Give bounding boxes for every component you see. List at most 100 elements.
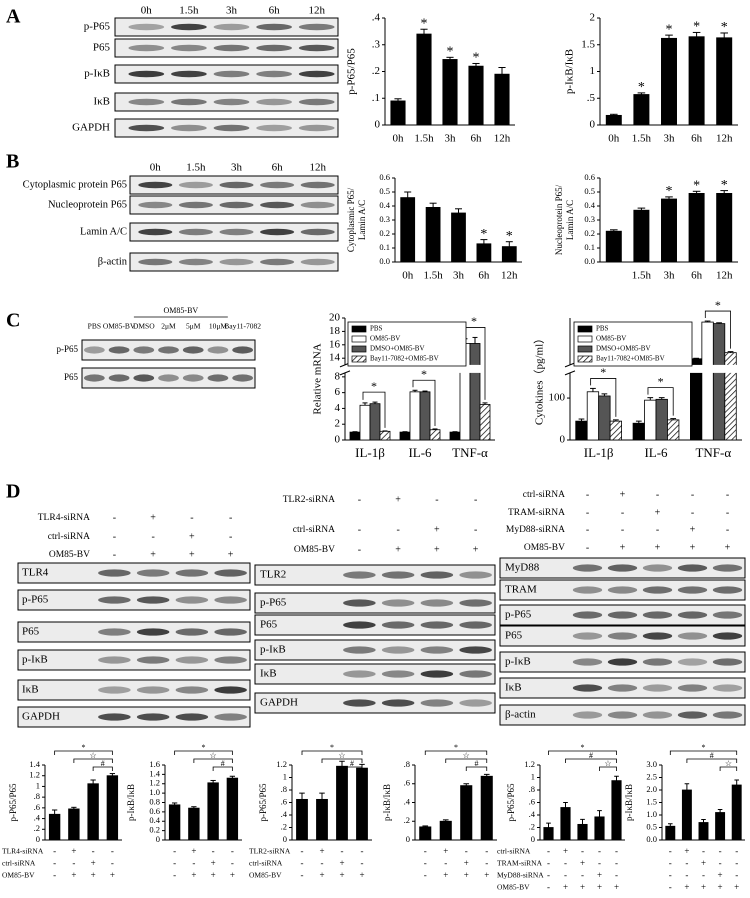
blot-band <box>98 596 131 604</box>
y-tick-label: 0.0 <box>379 256 390 266</box>
x-tick-label: 1.5h <box>414 133 434 145</box>
significance-mark: * <box>82 743 86 752</box>
significance-bracket <box>686 758 738 763</box>
bar <box>419 826 432 841</box>
condition-sign: - <box>444 858 447 868</box>
y-tick-label: .6 <box>529 796 535 806</box>
legend-label: OM85-BV <box>596 335 626 343</box>
blot-band <box>98 713 131 721</box>
y-tick-label: 0.3 <box>584 214 595 224</box>
legend-swatch <box>577 355 593 363</box>
condition-sign: - <box>111 846 114 856</box>
condition-label: ctrl-siRNA <box>523 490 565 500</box>
bar <box>226 777 239 841</box>
lane-label: 10μM <box>209 322 228 331</box>
blot-band <box>128 70 165 78</box>
condition-sign: + <box>734 882 739 892</box>
blot-band <box>459 699 492 707</box>
blot-band <box>420 646 454 654</box>
blot-band <box>136 596 170 604</box>
condition-sign: + <box>339 870 344 880</box>
significance-mark: * <box>371 379 377 393</box>
condition-sign: + <box>91 870 96 880</box>
bar <box>661 198 677 263</box>
significance-bracket <box>92 766 113 771</box>
x-tick-label: 0h <box>402 270 414 282</box>
condition-label: ctrl-siRNA <box>293 525 335 535</box>
blot-band <box>343 621 376 629</box>
bar <box>188 807 200 841</box>
significance-mark: * <box>447 45 454 60</box>
blot-strip <box>17 621 251 643</box>
significance-mark: ☆ <box>604 759 611 768</box>
significance-mark: * <box>480 227 487 242</box>
lane-label: PBS <box>88 322 101 331</box>
y-tick-label: 1 <box>590 65 596 77</box>
significance-mark: # <box>350 759 354 768</box>
legend-swatch <box>351 345 367 353</box>
condition-sign: - <box>113 549 116 560</box>
blot-band <box>219 201 254 209</box>
condition-sign: - <box>735 870 738 880</box>
significance-bracket <box>548 750 617 755</box>
y-tick-label: .2 <box>34 823 40 833</box>
y-tick-label: 14 <box>329 352 341 364</box>
y-tick-label: 1.2 <box>276 759 287 769</box>
condition-sign: + <box>690 542 696 553</box>
significance-bracket <box>445 758 488 763</box>
blot-band <box>175 628 209 636</box>
blot-band <box>182 374 204 382</box>
significance-mark: * <box>473 51 480 66</box>
blot-band <box>175 656 209 664</box>
condition-sign: + <box>563 846 568 856</box>
blot-band <box>219 228 254 236</box>
blot-row-label: TLR4 <box>22 567 49 579</box>
condition-sign: - <box>621 507 624 518</box>
blot-band <box>133 346 155 354</box>
y-tick-label: 1.0 <box>646 809 657 819</box>
x-tick-label: 3h <box>453 270 465 282</box>
condition-label: OM85-BV <box>2 871 35 880</box>
blot-band <box>98 569 131 577</box>
condition-sign: + <box>718 882 723 892</box>
blot-band <box>642 564 673 572</box>
significance-mark: * <box>693 20 700 35</box>
condition-sign: - <box>547 858 550 868</box>
bar <box>598 395 611 441</box>
blot-band <box>171 44 207 52</box>
blot-band <box>381 599 415 607</box>
condition-sign: - <box>669 846 672 856</box>
blot-band <box>175 686 209 694</box>
x-tick-label: 3h <box>664 133 676 145</box>
y-tick-label: .2 <box>281 821 287 831</box>
blot-band <box>175 713 209 721</box>
y-tick-label: .4 <box>404 796 411 806</box>
y-tick-label: 2.0 <box>646 784 657 794</box>
condition-sign: + <box>319 870 324 880</box>
condition-sign: + <box>580 882 585 892</box>
condition-sign: + <box>443 846 448 856</box>
blot-band <box>98 628 131 636</box>
y-tick-label: 2.5 <box>646 771 657 781</box>
bar <box>425 206 441 263</box>
x-tick-label: IL-1β <box>584 445 614 460</box>
condition-sign: + <box>71 870 76 880</box>
x-tick-label: TNF-α <box>695 445 731 460</box>
condition-label: TRAM-siRNA <box>508 508 565 518</box>
legend-swatch <box>351 355 367 363</box>
y-tick-label: 100 <box>549 392 566 404</box>
blot-band <box>459 670 492 678</box>
significance-mark: # <box>475 759 479 768</box>
condition-sign: - <box>485 858 488 868</box>
blot-band <box>381 670 415 678</box>
y-tick-label: .6 <box>34 802 40 812</box>
condition-label: TLR2-siRNA <box>283 495 335 505</box>
bar <box>586 391 600 441</box>
x-tick-label: IL-1β <box>355 445 385 460</box>
significance-mark: ☆ <box>463 751 470 760</box>
condition-sign: + <box>464 870 469 880</box>
y-tick-label: 0 <box>335 434 341 446</box>
condition-sign: + <box>319 846 324 856</box>
blot-band <box>642 632 673 640</box>
blot-strip <box>129 252 339 272</box>
